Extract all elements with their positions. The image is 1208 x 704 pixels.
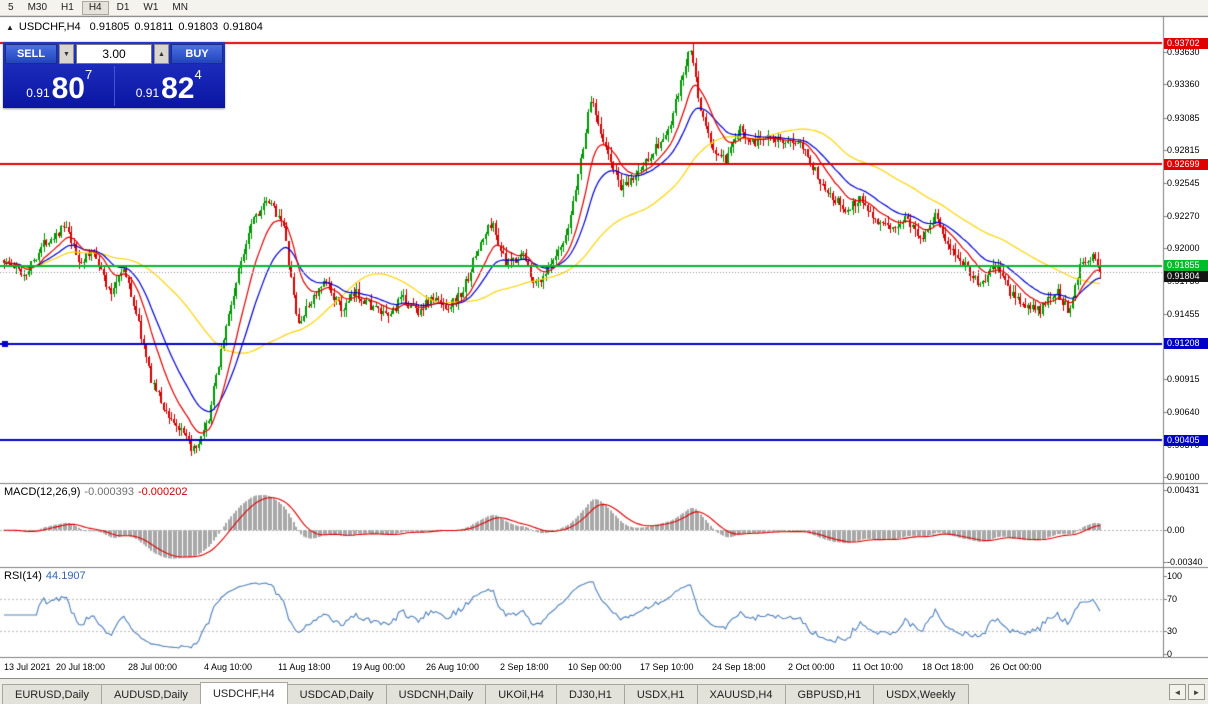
- timeframe-W1[interactable]: W1: [143, 1, 159, 13]
- sell-button[interactable]: SELL: [5, 44, 57, 64]
- volume-decrease-button[interactable]: ▼: [59, 44, 74, 64]
- chart-tab-AUDUSD-Daily[interactable]: AUDUSD,Daily: [100, 684, 201, 704]
- chart-tab-XAUUSD-H4[interactable]: XAUUSD,H4: [696, 684, 786, 704]
- chart-tab-USDCAD-Daily[interactable]: USDCAD,Daily: [286, 684, 387, 704]
- ohlc-open: 0.91805: [89, 21, 130, 33]
- chart-area: 0.93630 0.93360 0.93085 0.92815 0.92545 0.922…: [0, 16, 1208, 678]
- collapse-one-click-icon[interactable]: ▲: [6, 22, 14, 32]
- buy-price-display[interactable]: 0.91 82 4: [113, 66, 224, 106]
- timeframe-MN[interactable]: MN: [172, 1, 188, 13]
- chart-tab-DJ30-H1[interactable]: DJ30,H1: [556, 684, 625, 704]
- tab-scroll-buttons: ◄ ►: [1169, 684, 1205, 700]
- ohlc-low: 0.91803: [178, 21, 219, 33]
- chart-tab-USDCHF-H4[interactable]: USDCHF,H4: [199, 682, 288, 704]
- rsi-value: 44.1907: [45, 570, 86, 582]
- sell-price-display[interactable]: 0.91 80 7: [5, 66, 114, 106]
- tab-scroll-left-icon[interactable]: ◄: [1169, 684, 1186, 700]
- timeframe-D1[interactable]: D1: [116, 1, 130, 13]
- macd-value-main: -0.000393: [84, 486, 134, 498]
- tab-scroll-right-icon[interactable]: ►: [1188, 684, 1205, 700]
- chart-tabs: EURUSD,Daily AUDUSD,Daily USDCHF,H4 USDCAD,…: [2, 682, 969, 704]
- chart-tab-GBPUSD-H1[interactable]: GBPUSD,H1: [784, 684, 875, 704]
- ohlc-close: 0.91804: [223, 21, 263, 33]
- sell-price-pip: 7: [85, 67, 93, 82]
- sell-price-big: 80: [51, 72, 85, 105]
- macd-name: MACD(12,26,9): [4, 486, 81, 498]
- chart-title: ▲ USDCHF,H4 0.91805 0.91811 0.91803 0.91…: [6, 21, 263, 33]
- timeframe-M30[interactable]: M30: [27, 1, 48, 13]
- buy-price-pip: 4: [194, 67, 202, 82]
- buy-price-prefix: 0.91: [135, 86, 160, 100]
- chart-tab-USDCNH-Daily[interactable]: USDCNH,Daily: [385, 684, 487, 704]
- timeframe-toolbar: 5 M30 H1 H4 D1 W1 MN: [0, 0, 1208, 16]
- macd-value-signal: -0.000202: [137, 486, 188, 498]
- volume-increase-button[interactable]: ▲: [154, 44, 169, 64]
- chart-tab-EURUSD-Daily[interactable]: EURUSD,Daily: [2, 684, 102, 704]
- timeframe-H1[interactable]: H1: [61, 1, 74, 13]
- rsi-name: RSI(14): [4, 570, 42, 582]
- volume-input[interactable]: [76, 44, 152, 64]
- chart-tab-bar: EURUSD,Daily AUDUSD,Daily USDCHF,H4 USDCAD,…: [0, 678, 1208, 704]
- macd-panel-label: MACD(12,26,9) -0.000393 -0.000202: [4, 486, 188, 498]
- timeframe-5[interactable]: 5: [8, 1, 14, 13]
- chart-symbol: USDCHF,H4: [18, 21, 81, 33]
- chart-tab-USDX-H1[interactable]: USDX,H1: [623, 684, 698, 704]
- ohlc-high: 0.91811: [134, 21, 174, 33]
- buy-button[interactable]: BUY: [171, 44, 223, 64]
- buy-price-big: 82: [161, 72, 195, 105]
- timeframe-H4[interactable]: H4: [81, 0, 109, 15]
- rsi-panel-label: RSI(14) 44.1907: [4, 570, 86, 582]
- sell-price-prefix: 0.91: [26, 86, 50, 100]
- chart-tab-USDX-Weekly[interactable]: USDX,Weekly: [873, 684, 969, 704]
- chart-tab-UKOil-H4[interactable]: UKOil,H4: [485, 684, 558, 704]
- price-chart-canvas[interactable]: [0, 16, 1208, 678]
